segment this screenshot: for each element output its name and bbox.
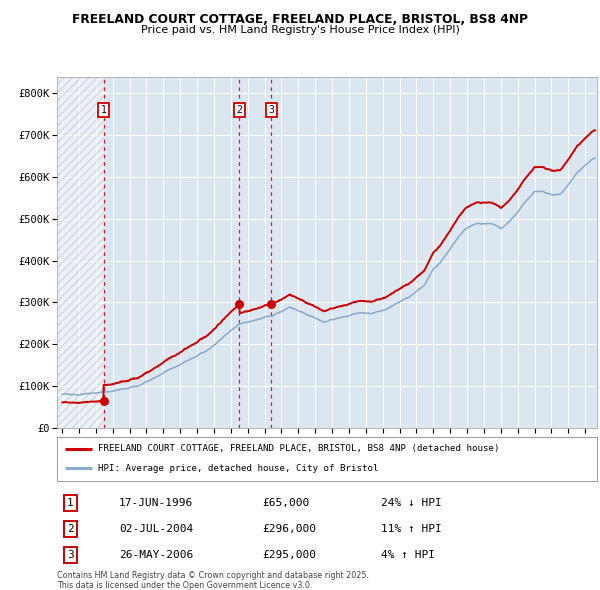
Text: 3: 3 [268,105,274,115]
Text: 3: 3 [67,550,74,560]
Text: 11% ↑ HPI: 11% ↑ HPI [381,524,442,534]
Text: 26-MAY-2006: 26-MAY-2006 [119,550,193,560]
Text: Contains HM Land Registry data © Crown copyright and database right 2025.: Contains HM Land Registry data © Crown c… [57,571,369,580]
Text: 1: 1 [67,498,74,507]
Bar [57,77,104,428]
Text: 02-JUL-2004: 02-JUL-2004 [119,524,193,534]
Text: FREELAND COURT COTTAGE, FREELAND PLACE, BRISTOL, BS8 4NP (detached house): FREELAND COURT COTTAGE, FREELAND PLACE, … [97,444,499,454]
Text: 4% ↑ HPI: 4% ↑ HPI [381,550,435,560]
Text: Price paid vs. HM Land Registry's House Price Index (HPI): Price paid vs. HM Land Registry's House … [140,25,460,35]
Text: £295,000: £295,000 [262,550,316,560]
Text: 2: 2 [67,524,74,534]
Text: FREELAND COURT COTTAGE, FREELAND PLACE, BRISTOL, BS8 4NP: FREELAND COURT COTTAGE, FREELAND PLACE, … [72,13,528,26]
Text: 2: 2 [236,105,242,115]
Text: This data is licensed under the Open Government Licence v3.0.: This data is licensed under the Open Gov… [57,581,313,589]
Text: £65,000: £65,000 [262,498,310,507]
Text: 1: 1 [101,105,107,115]
Text: 24% ↓ HPI: 24% ↓ HPI [381,498,442,507]
Text: 17-JUN-1996: 17-JUN-1996 [119,498,193,507]
Text: £296,000: £296,000 [262,524,316,534]
Text: HPI: Average price, detached house, City of Bristol: HPI: Average price, detached house, City… [97,464,378,473]
